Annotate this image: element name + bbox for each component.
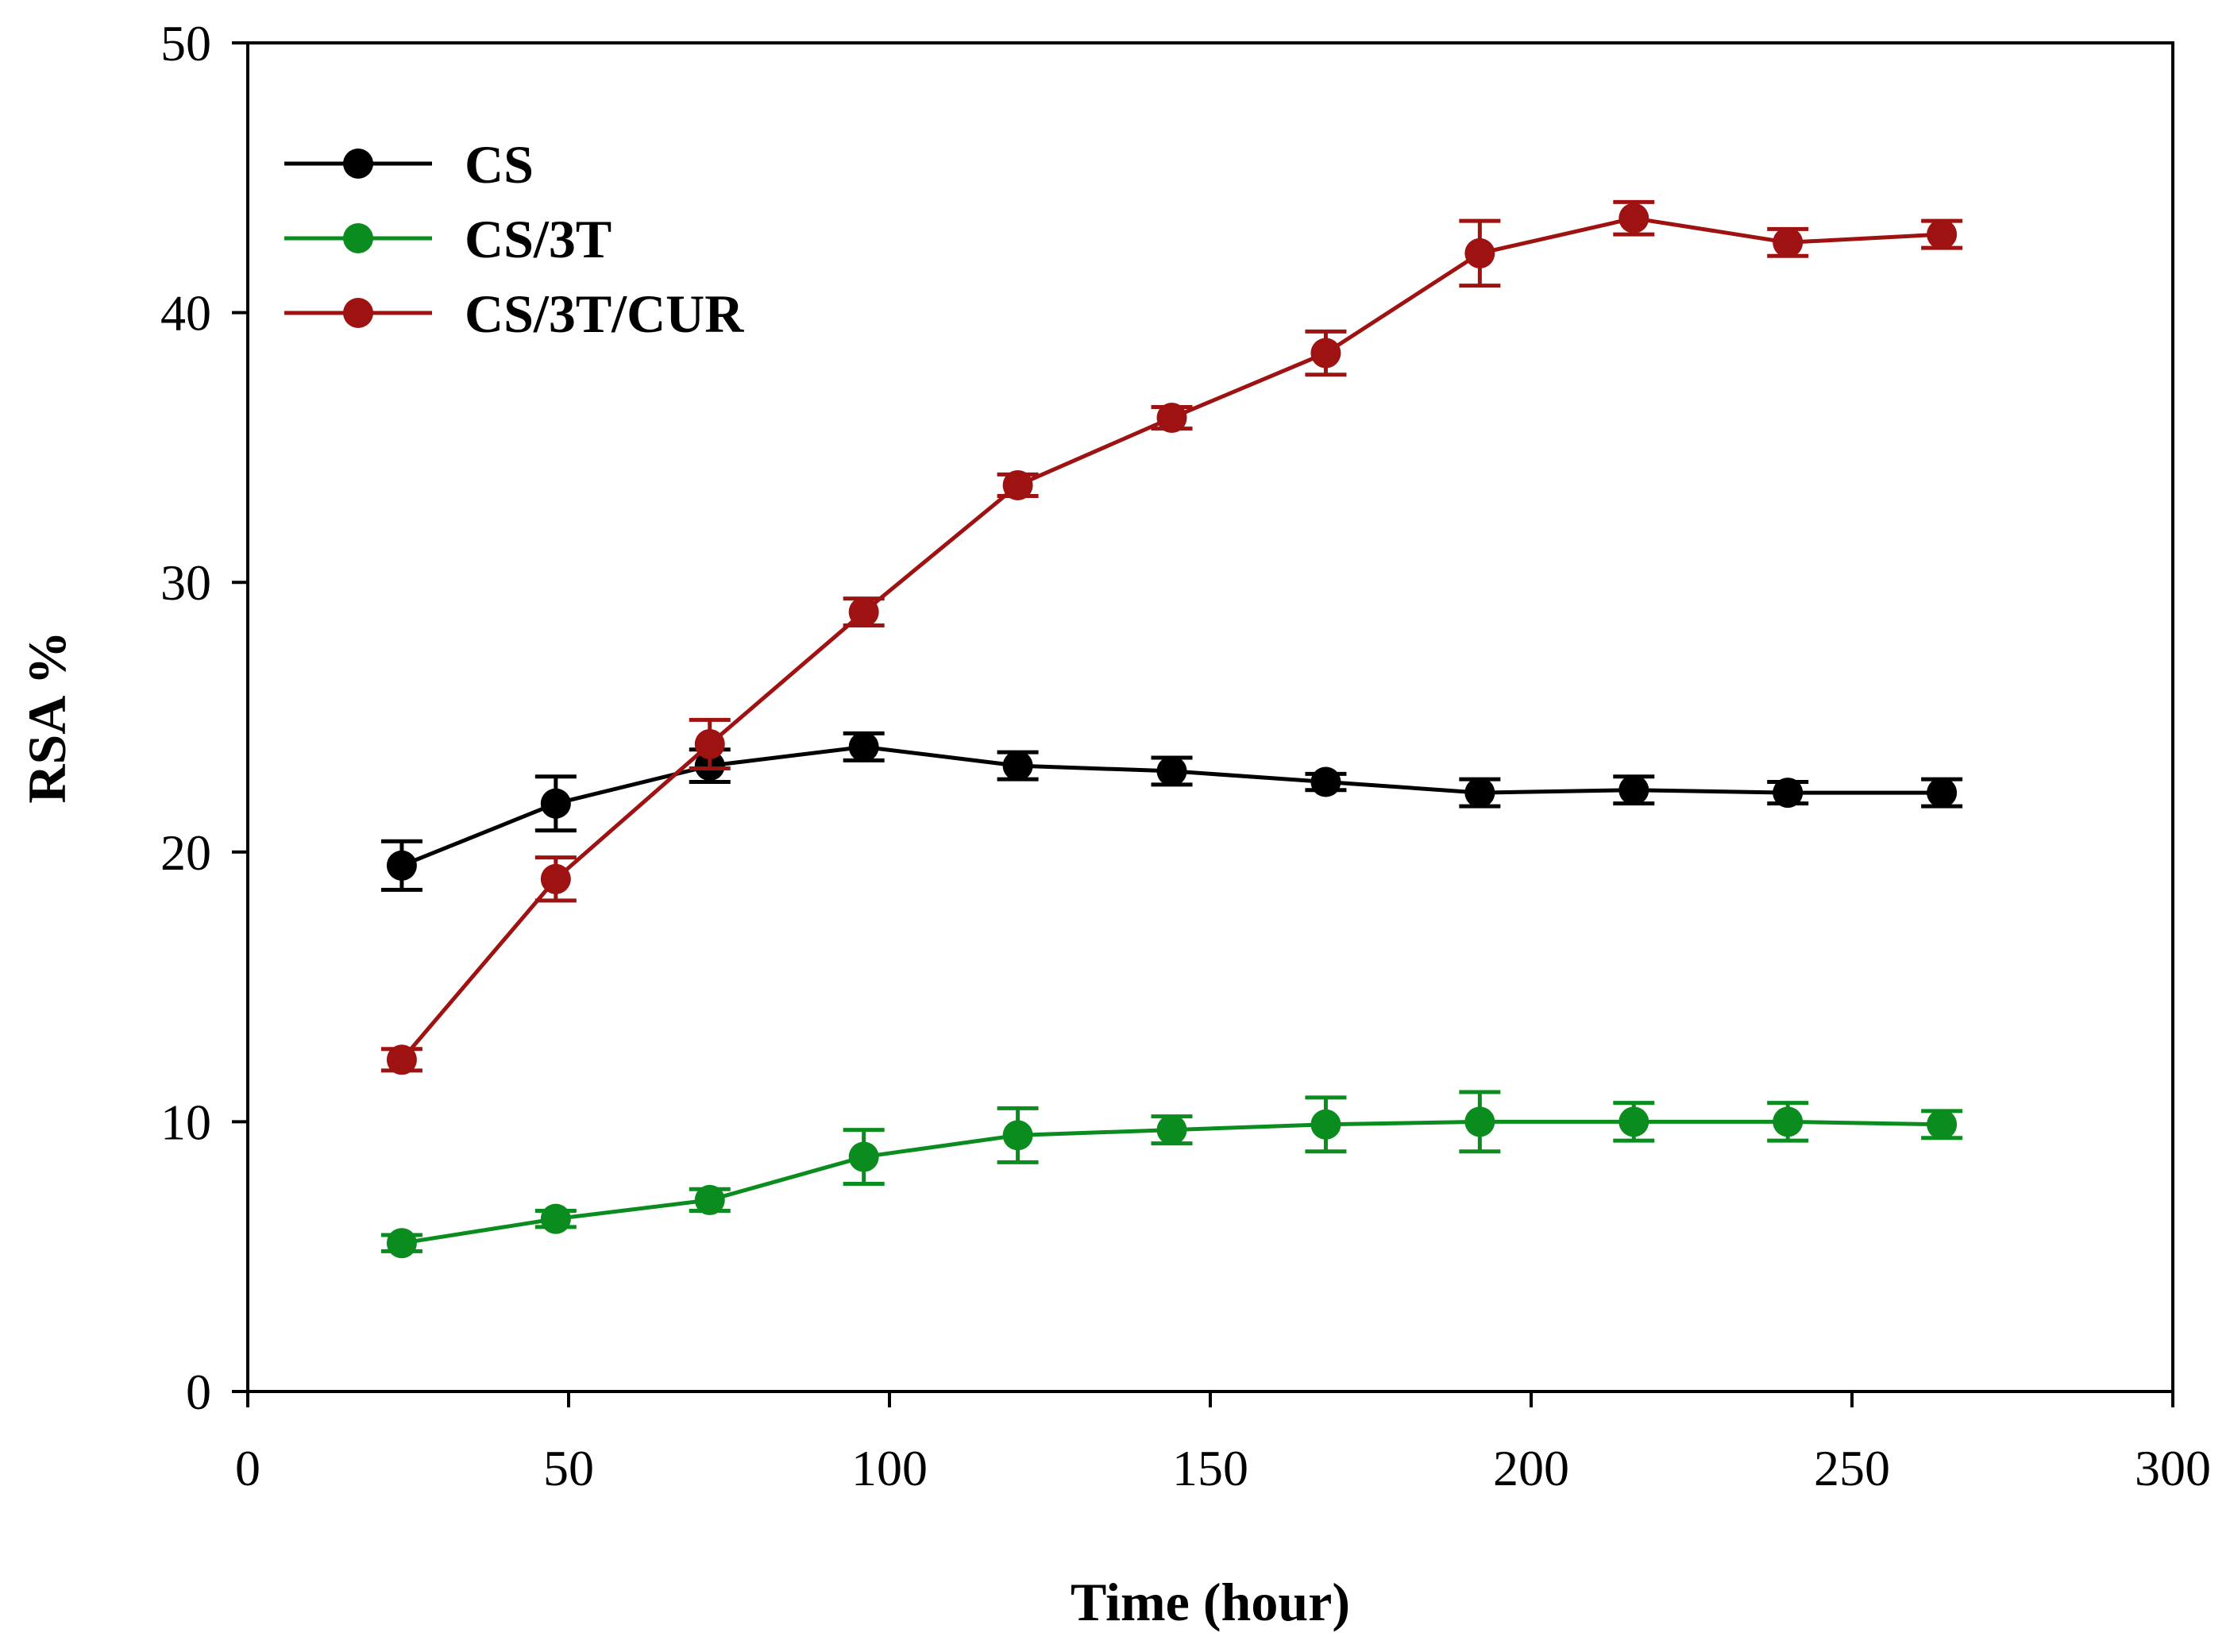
data-point bbox=[1618, 774, 1649, 805]
legend-item-cs: CS bbox=[284, 134, 534, 195]
data-point bbox=[1310, 766, 1341, 797]
data-point bbox=[848, 1141, 879, 1172]
data-point bbox=[1002, 751, 1033, 782]
data-point bbox=[540, 1203, 571, 1234]
data-point bbox=[694, 1184, 725, 1215]
data-point bbox=[1156, 403, 1187, 434]
data-point bbox=[848, 731, 879, 762]
data-point bbox=[386, 1044, 417, 1075]
data-point bbox=[1464, 1106, 1495, 1137]
legend-item-cs-3t-cur: CS/3T/CUR bbox=[284, 284, 744, 344]
legend-marker bbox=[343, 149, 373, 179]
x-tick-label: 250 bbox=[1814, 1440, 1890, 1496]
y-tick-label: 50 bbox=[160, 15, 211, 71]
plot-frame bbox=[246, 41, 2174, 1393]
y-axis-ticks: 0 10 20 30 40 50 bbox=[160, 15, 248, 1420]
x-tick-label: 300 bbox=[2135, 1440, 2211, 1496]
data-point bbox=[1310, 1109, 1341, 1140]
y-tick-label: 10 bbox=[160, 1094, 211, 1150]
x-tick-label: 150 bbox=[1172, 1440, 1248, 1496]
x-tick-label: 100 bbox=[851, 1440, 928, 1496]
data-point bbox=[1927, 778, 1958, 809]
x-tick-label: 0 bbox=[235, 1440, 260, 1496]
data-point bbox=[1002, 469, 1033, 500]
series-layer bbox=[380, 199, 1963, 1259]
y-tick-label: 40 bbox=[160, 285, 211, 342]
data-point bbox=[1927, 1109, 1958, 1140]
data-point bbox=[1310, 338, 1341, 369]
data-point bbox=[1773, 1106, 1804, 1137]
legend-marker bbox=[343, 298, 373, 328]
data-point bbox=[1002, 1120, 1033, 1151]
series-cs bbox=[380, 731, 1963, 892]
legend-label: CS/3T bbox=[465, 209, 612, 269]
data-point bbox=[1773, 227, 1804, 258]
data-point bbox=[1618, 203, 1649, 234]
data-point bbox=[1618, 1106, 1649, 1137]
x-tick-label: 50 bbox=[543, 1440, 594, 1496]
data-point bbox=[540, 863, 571, 894]
data-point bbox=[1156, 755, 1187, 786]
y-tick-label: 0 bbox=[186, 1364, 211, 1420]
series-cs-3t-cur bbox=[380, 199, 1963, 1075]
data-point bbox=[1156, 1114, 1187, 1145]
y-tick-label: 30 bbox=[160, 554, 211, 611]
data-point bbox=[386, 1228, 417, 1259]
series-cs-3t bbox=[380, 1090, 1963, 1259]
data-point bbox=[1464, 778, 1495, 809]
x-axis-ticks: 0 50 100 150 200 250 300 bbox=[235, 1391, 2211, 1496]
data-point bbox=[540, 788, 571, 819]
y-axis-title: RSA % bbox=[17, 631, 77, 803]
data-point bbox=[848, 596, 879, 627]
x-axis-title: Time (hour) bbox=[1071, 1572, 1350, 1632]
legend-marker bbox=[343, 223, 373, 253]
data-point bbox=[1773, 778, 1804, 809]
data-point bbox=[1464, 237, 1495, 268]
legend-item-cs-3t: CS/3T bbox=[284, 209, 612, 269]
legend: CS CS/3T CS/3T/CUR bbox=[284, 134, 744, 344]
legend-label: CS/3T/CUR bbox=[465, 284, 744, 344]
data-point bbox=[1927, 219, 1958, 250]
y-tick-label: 20 bbox=[160, 824, 211, 881]
legend-label: CS bbox=[465, 134, 534, 195]
x-tick-label: 200 bbox=[1493, 1440, 1569, 1496]
data-point bbox=[386, 850, 417, 881]
data-point bbox=[694, 728, 725, 759]
